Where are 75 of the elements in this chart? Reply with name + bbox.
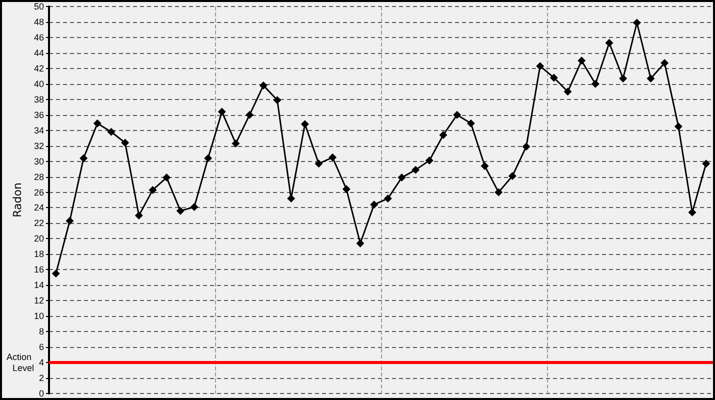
- y-tick-label: 0: [38, 388, 44, 398]
- point: [300, 120, 309, 128]
- point: [578, 56, 586, 65]
- y-tick-label: 50: [34, 2, 44, 12]
- point: [508, 172, 516, 180]
- point: [356, 239, 364, 248]
- point: [646, 74, 655, 82]
- point: [134, 211, 143, 220]
- point: [232, 140, 240, 148]
- y-tick-label: 24: [34, 202, 44, 213]
- y-tick-label: 12: [34, 296, 44, 306]
- point: [370, 200, 378, 209]
- point: [702, 160, 710, 168]
- y-tick-label: 18: [34, 249, 44, 260]
- y-tick-label: 38: [34, 94, 44, 104]
- point: [259, 81, 268, 90]
- y-tick-label: 42: [34, 63, 44, 74]
- y-tick-label: 4: [38, 358, 44, 368]
- y-tick-label: 40: [34, 78, 44, 89]
- y-tick-label: 48: [34, 16, 44, 27]
- point: [619, 74, 628, 82]
- point: [328, 153, 337, 162]
- point: [121, 138, 130, 147]
- point: [453, 110, 462, 119]
- point: [660, 59, 669, 67]
- y-tick-label: 32: [34, 140, 44, 151]
- y-tick-label: 8: [38, 326, 44, 337]
- point: [176, 206, 184, 215]
- ref-line-label: Action Level: [6, 352, 34, 374]
- y-axis-title: Radon: [11, 182, 24, 218]
- y-tick-label: 34: [34, 125, 44, 136]
- point: [632, 18, 641, 27]
- y-tick-label: 26: [34, 187, 44, 198]
- point: [425, 156, 434, 165]
- point: [66, 216, 74, 225]
- y-tick-label: 30: [34, 156, 44, 166]
- point: [148, 186, 157, 194]
- point: [605, 38, 614, 47]
- point: [218, 108, 226, 116]
- y-tick-label: 20: [34, 234, 44, 244]
- point: [246, 110, 254, 119]
- point: [564, 88, 572, 96]
- y-tick-label: 36: [34, 110, 44, 120]
- point: [522, 142, 530, 151]
- y-tick-label: 22: [34, 218, 44, 228]
- point: [93, 119, 102, 128]
- y-tick-label: 16: [34, 264, 44, 275]
- point: [204, 154, 212, 162]
- point: [550, 74, 558, 82]
- point: [273, 96, 282, 104]
- point: [480, 162, 489, 170]
- point: [80, 154, 88, 162]
- point: [342, 185, 350, 194]
- point: [52, 270, 60, 278]
- point: [162, 174, 171, 182]
- point: [314, 160, 323, 168]
- point: [384, 194, 392, 202]
- point: [536, 62, 544, 70]
- y-tick-label: 44: [34, 48, 44, 58]
- point: [688, 208, 696, 216]
- point: [107, 128, 116, 136]
- y-tick-label: 6: [38, 342, 44, 352]
- point: [412, 166, 420, 174]
- point: [439, 130, 448, 139]
- point: [466, 119, 475, 128]
- point: [674, 122, 682, 130]
- point: [398, 174, 406, 182]
- point: [190, 202, 198, 211]
- y-tick-label: 10: [34, 311, 44, 322]
- y-tick-label: 46: [34, 32, 44, 42]
- point: [591, 80, 600, 88]
- y-tick-label: 28: [34, 172, 44, 182]
- point: [494, 188, 503, 196]
- y-tick-label: 2: [38, 373, 44, 384]
- y-tick-label: 14: [34, 280, 44, 290]
